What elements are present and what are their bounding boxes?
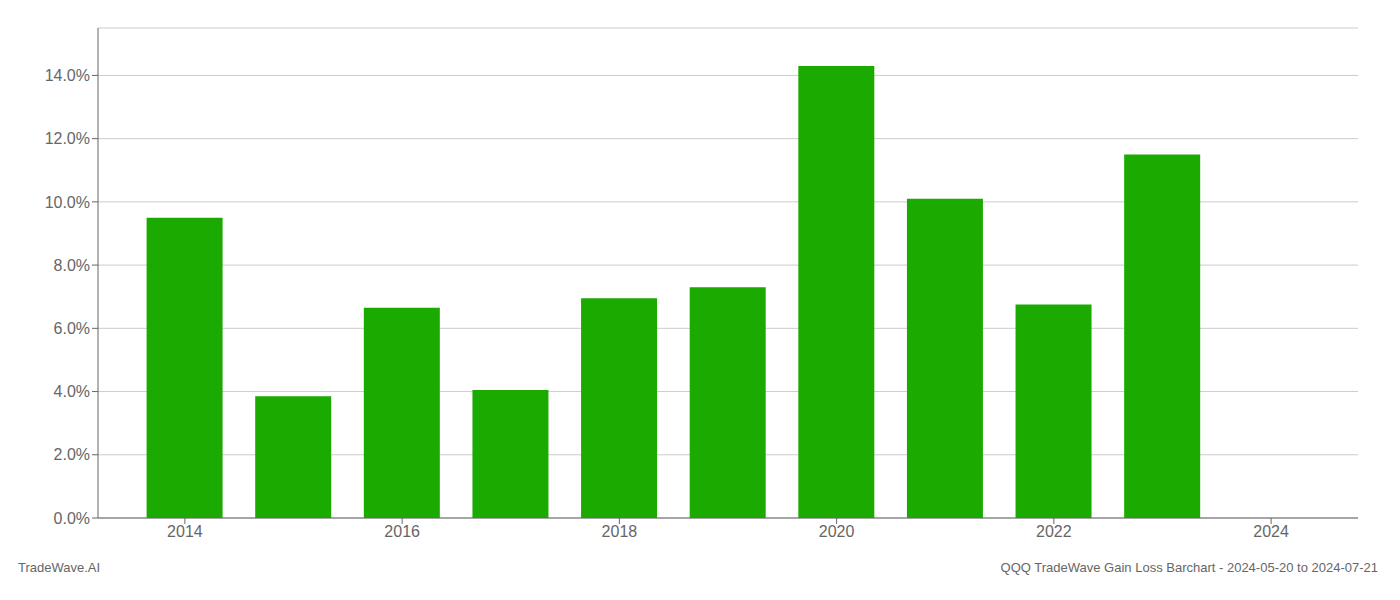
html-text:TradeWave.AI: TradeWave.AI [18, 560, 101, 575]
svg-text:0.0%: 0.0% [54, 510, 90, 527]
svg-text:4.0%: 4.0% [54, 383, 90, 400]
svg-text:2016: 2016 [384, 523, 420, 540]
svg-text:8.0%: 8.0% [54, 257, 90, 274]
svg-text:10.0%: 10.0% [45, 194, 90, 211]
svg-text:2022: 2022 [1036, 523, 1072, 540]
html-text:QQQ TradeWave Gain Loss Barcha: QQQ TradeWave Gain Loss Barchart - 2024-… [1000, 560, 1378, 575]
svg-text:2018: 2018 [602, 523, 638, 540]
svg-text:2.0%: 2.0% [54, 446, 90, 463]
svg-text:2024: 2024 [1253, 523, 1289, 540]
svg-text:2020: 2020 [819, 523, 855, 540]
svg-text:6.0%: 6.0% [54, 320, 90, 337]
svg-text:12.0%: 12.0% [45, 130, 90, 147]
svg-text:2014: 2014 [167, 523, 203, 540]
svg-text:14.0%: 14.0% [45, 67, 90, 84]
